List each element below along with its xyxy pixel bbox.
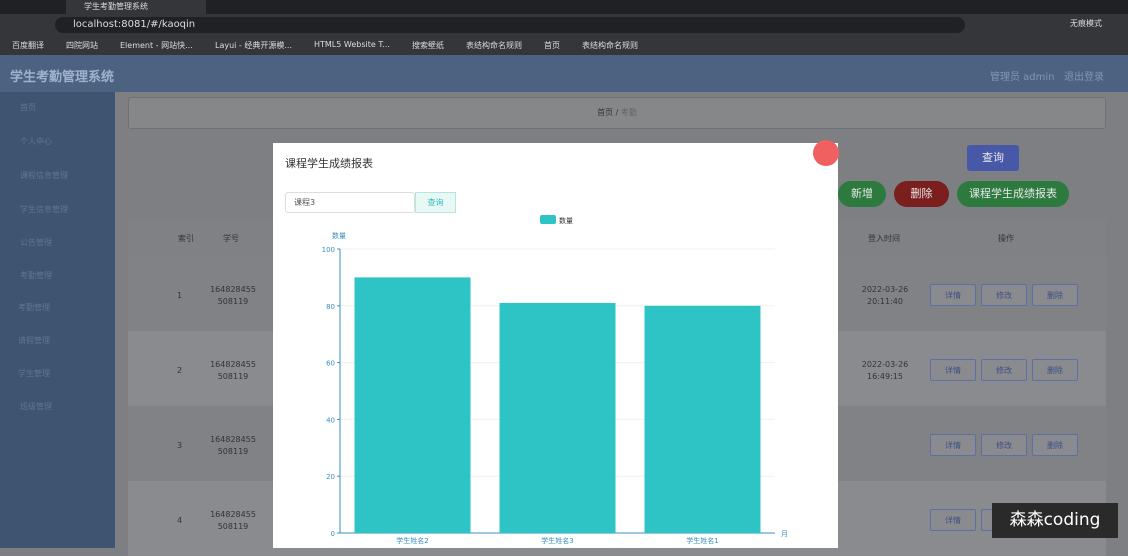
y-tick-label: 100 xyxy=(322,246,335,254)
action-button[interactable]: 修改 xyxy=(981,284,1027,306)
chart: 020406080100数量月数量数量学生姓名2学生姓名3学生姓名1 xyxy=(322,215,788,545)
watermark: 森森coding xyxy=(992,503,1118,538)
menu-item[interactable]: 公告管理 xyxy=(20,238,52,247)
menu-item[interactable]: 班级管理 xyxy=(20,402,52,411)
menu-item[interactable]: 学生管理 xyxy=(18,369,50,378)
row-index: 3 xyxy=(177,441,183,450)
modal-title: 课程学生成绩报表 xyxy=(285,157,373,170)
bookmark[interactable]: 首页 xyxy=(544,41,560,50)
sidebar: 首页 个人中心 课程信息管理 学生信息管理 公告管理 考勤管理 考勤管理 请假管理 学生管理 班级… xyxy=(0,92,115,548)
y-axis-label: 数量 xyxy=(332,231,346,240)
row-index: 4 xyxy=(177,516,183,525)
y-tick-label: 20 xyxy=(326,473,335,481)
login-time: 2022-03-26 20:11:40 xyxy=(861,285,909,306)
bookmark[interactable]: Element - 网站快... xyxy=(120,41,193,50)
action-button[interactable]: 修改 xyxy=(981,434,1027,456)
breadcrumb: 首页 / 考勤 xyxy=(128,97,1106,129)
x-tick-label: 学生姓名3 xyxy=(541,536,573,545)
logout[interactable]: 退出登录 xyxy=(1064,72,1104,83)
legend-label: 数量 xyxy=(559,216,573,225)
crumb[interactable]: 首页 xyxy=(597,108,614,117)
y-tick-label: 60 xyxy=(326,360,335,368)
bookmark[interactable]: HTML5 Website T... xyxy=(314,40,390,49)
profile[interactable]: 无痕模式 xyxy=(1070,19,1102,28)
user: 管理员 admin xyxy=(990,72,1055,83)
row-index: 2 xyxy=(177,366,183,375)
table-header: 学号 xyxy=(223,234,239,243)
cursor-highlight xyxy=(813,140,839,166)
student-id: 164828455508119 xyxy=(210,510,256,531)
search-button[interactable]: 查询 xyxy=(967,145,1019,171)
action-button[interactable]: 详情 xyxy=(930,434,976,456)
crumb: 考勤 xyxy=(620,108,637,117)
action-button[interactable]: 修改 xyxy=(981,359,1027,381)
y-tick-label: 40 xyxy=(326,416,335,424)
action-button[interactable]: 详情 xyxy=(930,284,976,306)
y-tick-label: 0 xyxy=(331,530,335,538)
bookmarks-bar: 百度翻译 四院网站 Element - 网站快... Layui - 经典开源模...… xyxy=(0,36,1128,55)
menu-item[interactable]: 请假管理 xyxy=(18,336,50,345)
student-id: 164828455508119 xyxy=(210,435,256,456)
menu-item[interactable]: 考勤管理 xyxy=(20,271,52,280)
modal: 课程学生成绩报表 课程3 查询 020406080100数量月数量数量学生姓名2… xyxy=(273,143,838,548)
table-header: 登入时间 xyxy=(868,234,900,243)
bar xyxy=(354,277,471,533)
row-index: 1 xyxy=(177,291,183,300)
bar xyxy=(644,305,761,533)
legend-swatch xyxy=(540,215,556,224)
student-id: 164828455508119 xyxy=(210,285,256,306)
student-id: 164828455508119 xyxy=(210,360,256,381)
bookmark[interactable]: 表结构命名规则 xyxy=(582,41,638,50)
action-button[interactable]: 删除 xyxy=(1032,434,1078,456)
table-header: 操作 xyxy=(998,234,1014,243)
menu-item[interactable]: 考勤管理 xyxy=(18,303,50,312)
toolbar: localhost:8081/#/kaoqin 无痕模式 xyxy=(0,14,1128,36)
menu-item[interactable]: 个人中心 xyxy=(20,137,52,146)
x-tick-label: 学生姓名1 xyxy=(686,536,718,545)
menu-item[interactable]: 课程信息管理 xyxy=(20,171,68,180)
bookmark[interactable]: Layui - 经典开源模... xyxy=(215,41,292,50)
add-button[interactable]: 新增 xyxy=(838,181,886,207)
tab-bar: 学生考勤管理系统 xyxy=(0,0,1128,14)
bookmark[interactable]: 四院网站 xyxy=(66,41,98,50)
action-button[interactable]: 详情 xyxy=(930,509,976,531)
menu-item[interactable]: 学生信息管理 xyxy=(20,205,68,214)
delete-button[interactable]: 删除 xyxy=(894,181,949,207)
table-header: 索引 xyxy=(178,234,194,243)
action-button[interactable]: 删除 xyxy=(1032,284,1078,306)
bookmark[interactable]: 百度翻译 xyxy=(12,41,44,50)
bookmark[interactable]: 搜索壁纸 xyxy=(412,41,444,50)
x-tick-label: 学生姓名2 xyxy=(396,536,428,545)
menu-item[interactable]: 首页 xyxy=(20,103,36,112)
action-button[interactable]: 删除 xyxy=(1032,359,1078,381)
y-tick-label: 80 xyxy=(326,303,335,311)
app-header: 学生考勤管理系统 管理员 admin 退出登录 xyxy=(0,55,1128,92)
report-button[interactable]: 课程学生成绩报表 xyxy=(957,181,1069,207)
course-select[interactable]: 课程3 xyxy=(285,192,415,213)
address-bar[interactable]: localhost:8081/#/kaoqin xyxy=(55,17,965,33)
query-button[interactable]: 查询 xyxy=(415,192,456,213)
x-axis-label: 月 xyxy=(781,530,788,538)
app-title: 学生考勤管理系统 xyxy=(10,70,115,85)
login-time: 2022-03-26 16:49:15 xyxy=(861,360,909,381)
action-button[interactable]: 详情 xyxy=(930,359,976,381)
bar xyxy=(499,302,616,533)
bookmark[interactable]: 表结构命名规则 xyxy=(466,41,522,50)
tab[interactable]: 学生考勤管理系统 xyxy=(66,0,206,14)
